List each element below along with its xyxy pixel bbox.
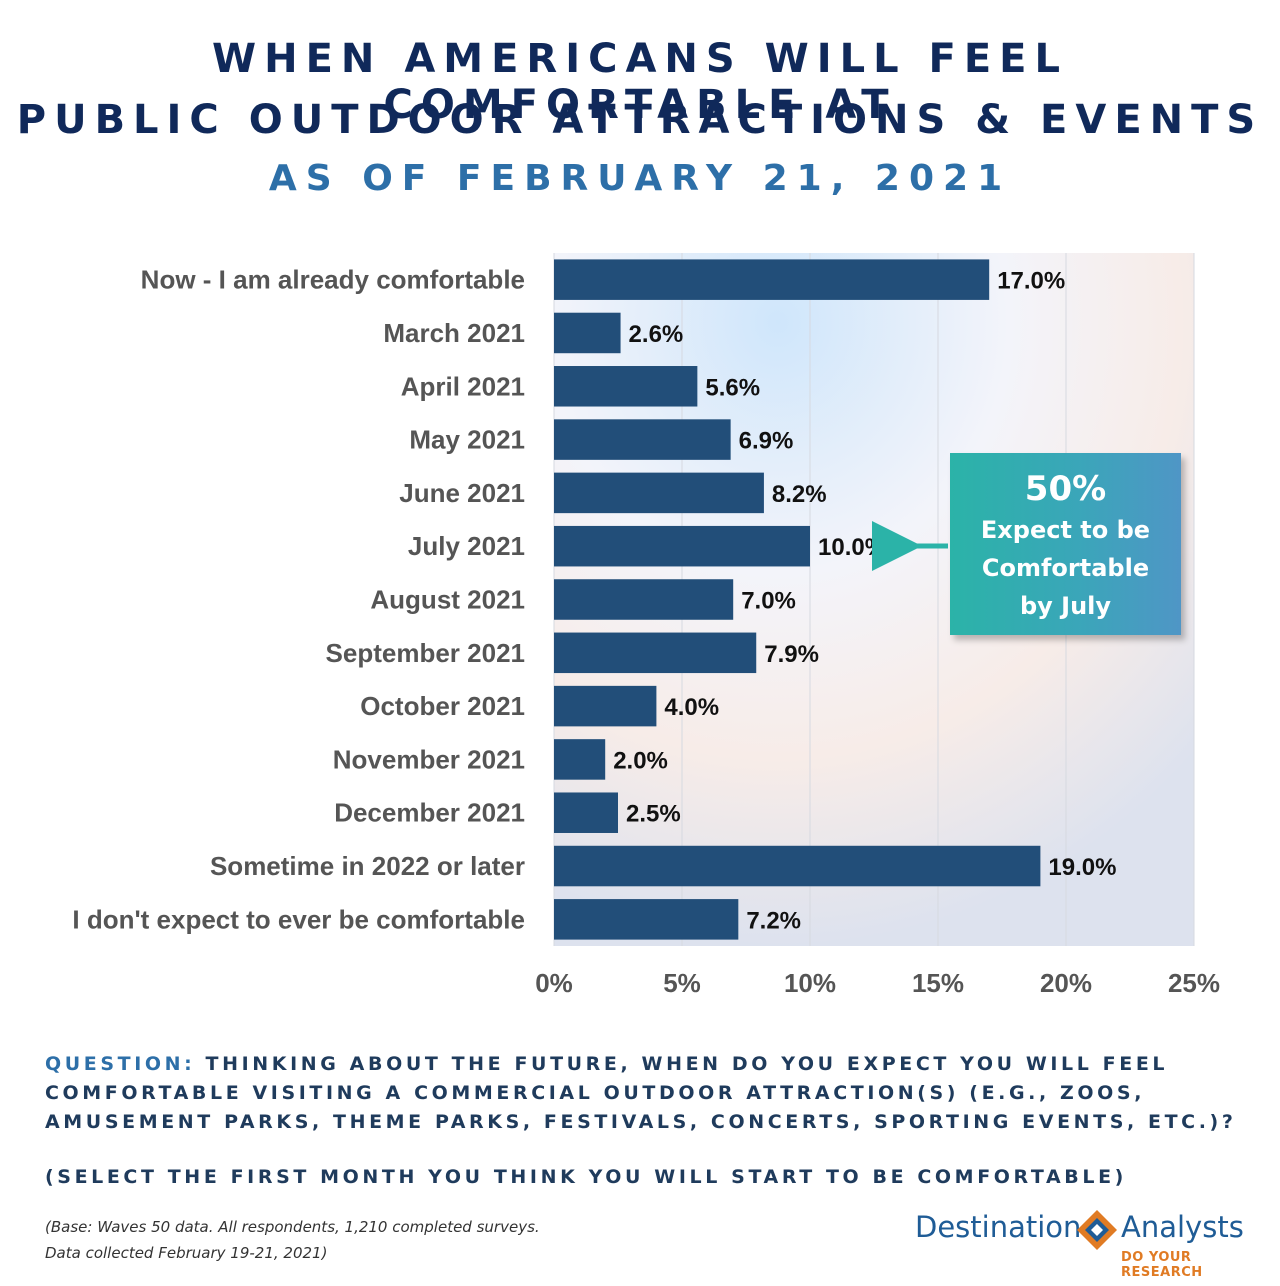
bar: [554, 259, 990, 300]
bar: [554, 579, 734, 620]
chart-subtitle: AS OF FEBRUARY 21, 2021: [268, 158, 1012, 199]
x-tick-label: 20%: [1040, 968, 1092, 998]
category-label: August 2021: [370, 585, 525, 615]
bar: [554, 845, 1041, 887]
value-label: 7.9%: [764, 641, 819, 668]
chart-title-line-2: PUBLIC OUTDOOR ATTRACTIONS & EVENTS: [16, 97, 1264, 143]
destination-analysts-logo: Destination Analysts DO YOUR RESEARCH: [915, 1208, 1265, 1280]
bar: [554, 632, 757, 674]
x-tick-label: 15%: [912, 968, 964, 998]
chart-title-line-1: WHEN AMERICANS WILL FEEL COMFORTABLE AT: [212, 36, 1068, 128]
logo-word-analysts: Analysts: [1121, 1210, 1244, 1244]
value-label: 2.6%: [629, 321, 684, 348]
question-label: QUESTION:: [45, 1053, 196, 1075]
callout-box: 50% Expect to be Comfortable by July: [950, 453, 1181, 635]
x-tick-label: 5%: [663, 968, 701, 998]
x-tick-label: 10%: [784, 968, 836, 998]
category-label: May 2021: [409, 425, 525, 455]
category-label: I don't expect to ever be comfortable: [72, 904, 525, 934]
value-label: 2.0%: [613, 747, 668, 774]
diamond-logo-icon: [1077, 1210, 1117, 1250]
x-tick-label: 25%: [1168, 968, 1220, 998]
bar: [554, 739, 606, 780]
base-note-line-2: Data collected February 19-21, 2021): [45, 1244, 328, 1262]
value-label: 5.6%: [705, 374, 760, 401]
category-label: June 2021: [399, 478, 525, 508]
bar: [554, 366, 698, 407]
logo-word-destination: Destination: [915, 1210, 1082, 1244]
category-label: Now - I am already comfortable: [141, 265, 525, 295]
bar: [554, 419, 731, 460]
value-label: 7.2%: [746, 907, 801, 934]
bars: [554, 259, 1041, 940]
bar: [554, 899, 739, 940]
bar: [554, 472, 764, 514]
base-note: (Base: Waves 50 data. All respondents, 1…: [45, 1214, 540, 1266]
bar: [554, 792, 618, 833]
value-label: 6.9%: [739, 428, 794, 455]
bar: [554, 312, 621, 354]
category-label: April 2021: [401, 371, 525, 401]
logo-tagline: DO YOUR RESEARCH: [1121, 1250, 1203, 1280]
x-tick-labels: 0% 5% 10% 15% 20% 25%: [535, 968, 1220, 998]
bar-chart: Now - I am already comfortable March 2021…: [72, 253, 1220, 998]
value-label: 7.0%: [741, 588, 796, 615]
category-label: September 2021: [326, 638, 525, 668]
value-label: 10.0%: [818, 534, 886, 561]
category-label: March 2021: [383, 318, 525, 348]
question-note: (SELECT THE FIRST MONTH YOU THINK YOU WI…: [45, 1166, 1127, 1188]
bar: [554, 685, 657, 727]
value-label: 2.5%: [626, 801, 681, 828]
value-label: 17.0%: [997, 268, 1065, 295]
callout-line-1: Expect to be: [980, 516, 1151, 544]
category-label: Sometime in 2022 or later: [210, 851, 525, 881]
value-label: 4.0%: [664, 694, 719, 721]
x-tick-label: 0%: [535, 968, 573, 998]
callout-line-3: by July: [1019, 592, 1112, 620]
value-label: 8.2%: [772, 481, 827, 508]
question-body: THINKING ABOUT THE FUTURE, WHEN DO YOU E…: [45, 1053, 1237, 1133]
category-label: November 2021: [333, 744, 525, 774]
value-label: 19.0%: [1048, 854, 1116, 881]
category-label: December 2021: [334, 798, 525, 828]
question-text-block: QUESTION: THINKING ABOUT THE FUTURE, WHE…: [45, 1050, 1245, 1137]
base-note-line-1: (Base: Waves 50 data. All respondents, 1…: [45, 1218, 540, 1236]
callout-line-2: Comfortable: [981, 554, 1150, 582]
bar: [554, 525, 810, 567]
value-labels: 17.0% 2.6% 5.6% 6.9% 8.2% 10.0% 7.0% 7.9% 4.0% 2.…: [613, 268, 1116, 935]
category-label: October 2021: [360, 691, 525, 721]
callout-big-number: 50%: [1024, 469, 1107, 509]
category-label: July 2021: [408, 531, 525, 561]
category-labels: Now - I am already comfortable March 2021…: [72, 265, 525, 935]
